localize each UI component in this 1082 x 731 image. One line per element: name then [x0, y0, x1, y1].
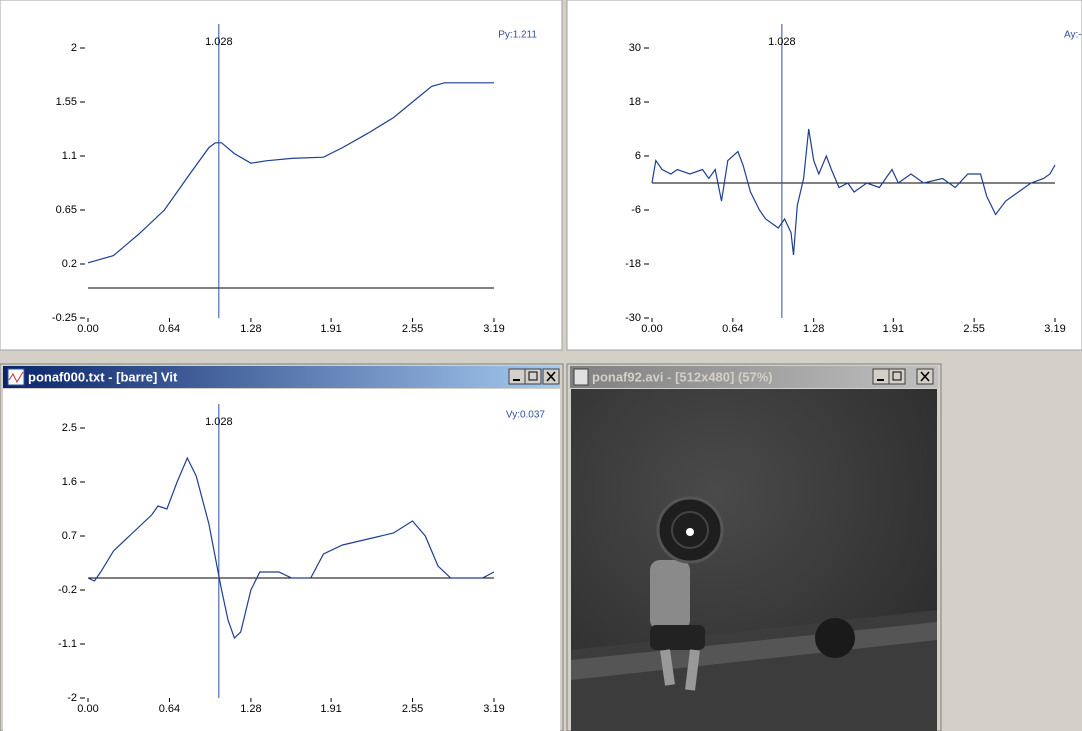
- minimize-button[interactable]: [509, 369, 525, 384]
- maximize-button[interactable]: [889, 369, 905, 384]
- x-tick-label: 1.28: [240, 323, 261, 335]
- x-tick-label: 3.19: [483, 703, 504, 715]
- x-tick-label: 0.00: [77, 323, 98, 335]
- y-tick-label: 18: [629, 96, 641, 108]
- y-tick-label: 0.7: [62, 530, 77, 542]
- readout: Ay:-8: [1064, 30, 1082, 41]
- window-title: ponaf92.avi - [512x480] (57%): [592, 369, 773, 384]
- y-tick-label: -0.25: [52, 312, 77, 324]
- y-tick-label: -2: [67, 692, 77, 704]
- window-icon: [574, 369, 588, 385]
- desktop: {"windows": {"plot_window_title": "ponaf…: [0, 0, 1082, 731]
- y-tick-label: -18: [625, 258, 641, 270]
- plot-panel: [567, 0, 1082, 350]
- x-tick-label: 3.19: [1044, 323, 1065, 335]
- y-tick-label: 0.2: [62, 258, 77, 270]
- x-tick-label: 2.55: [963, 323, 984, 335]
- x-tick-label: 3.19: [483, 323, 504, 335]
- x-tick-label: 2.55: [402, 323, 423, 335]
- x-tick-label: 1.28: [240, 703, 261, 715]
- window-title: ponaf000.txt - [barre] Vit: [28, 369, 178, 384]
- plot-panel: [0, 0, 562, 350]
- x-tick-label: 2.55: [402, 703, 423, 715]
- x-tick-label: 1.91: [320, 323, 341, 335]
- y-tick-label: 2: [71, 42, 77, 54]
- y-tick-label: 30: [629, 42, 641, 54]
- video-person: [650, 625, 705, 650]
- plot-panel: [3, 389, 560, 731]
- cursor-label: 1.028: [205, 36, 233, 48]
- y-tick-label: 1.55: [56, 96, 77, 108]
- x-tick-label: 0.64: [159, 323, 180, 335]
- video-marker: [686, 528, 694, 536]
- video-frame: [571, 389, 937, 731]
- readout: Vy:0.037: [506, 410, 546, 421]
- y-tick-label: -30: [625, 312, 641, 324]
- cursor-label: 1.028: [768, 36, 796, 48]
- readout: Py:1.211: [498, 30, 537, 41]
- video-object: [815, 618, 855, 658]
- y-tick-label: 1.6: [62, 476, 77, 488]
- window-buttons: [509, 369, 559, 384]
- maximize-button[interactable]: [525, 369, 541, 384]
- x-tick-label: 1.28: [803, 323, 824, 335]
- y-tick-label: -1.1: [58, 638, 77, 650]
- y-tick-label: -6: [631, 204, 641, 216]
- x-tick-label: 0.00: [641, 323, 662, 335]
- y-tick-label: 0.65: [56, 204, 77, 216]
- screen: ponaf000.txt - [barre] Vit ponaf92.avi -…: [0, 0, 1082, 731]
- cursor-label: 1.028: [205, 416, 233, 428]
- x-tick-label: 1.91: [883, 323, 904, 335]
- y-tick-label: 6: [635, 150, 641, 162]
- window-buttons: [873, 369, 933, 384]
- y-tick-label: 2.5: [62, 422, 77, 434]
- video-person: [650, 560, 690, 630]
- y-tick-label: 1.1: [62, 150, 77, 162]
- minimize-button[interactable]: [873, 369, 889, 384]
- x-tick-label: 0.64: [722, 323, 743, 335]
- x-tick-label: 0.00: [77, 703, 98, 715]
- y-tick-label: -0.2: [58, 584, 77, 596]
- x-tick-label: 0.64: [159, 703, 180, 715]
- x-tick-label: 1.91: [320, 703, 341, 715]
